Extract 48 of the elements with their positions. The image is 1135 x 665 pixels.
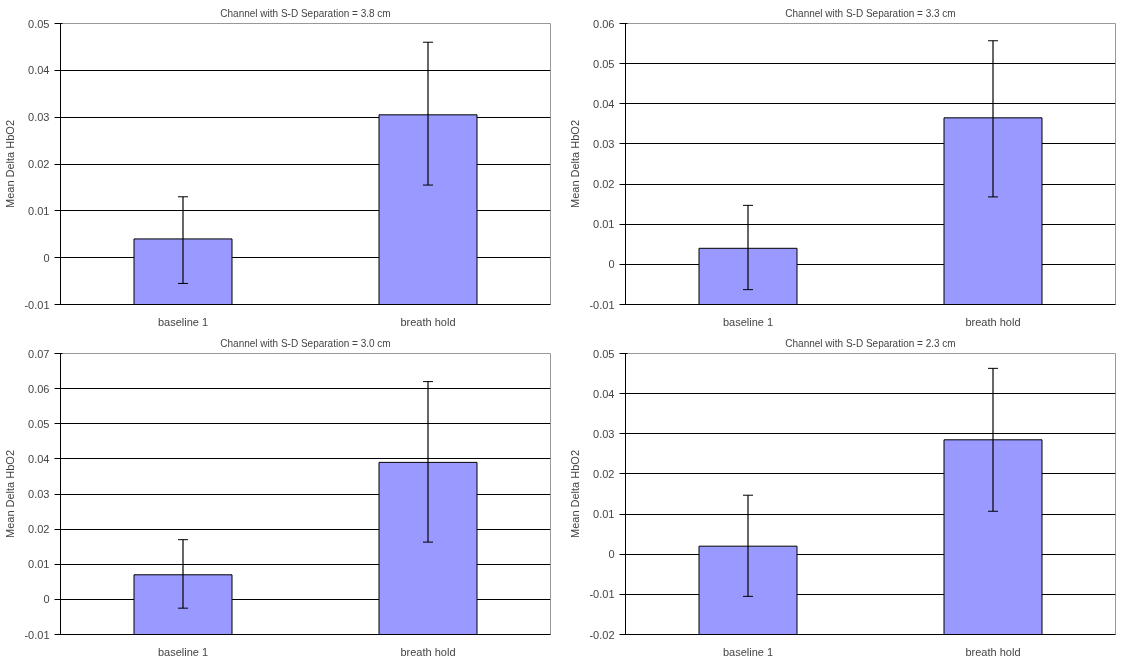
y-axis-title: Mean Delta HbO2 bbox=[569, 119, 582, 209]
chart-title: Channel with S-D Separation = 3.3 cm bbox=[785, 7, 956, 19]
chart-title: Channel with S-D Separation = 3.8 cm bbox=[220, 7, 391, 19]
y-tick-label: -0.01 bbox=[24, 628, 50, 641]
y-tick-label: 0 bbox=[608, 548, 615, 561]
y-tick-label: 0.01 bbox=[28, 204, 50, 217]
y-tick-label: 0.01 bbox=[593, 218, 615, 231]
y-tick-label: 0.03 bbox=[593, 137, 615, 150]
y-tick-label: 0.03 bbox=[28, 111, 50, 124]
y-tick-label: -0.01 bbox=[24, 298, 50, 311]
x-tick-label: baseline 1 bbox=[157, 315, 209, 328]
x-tick-label: breath hold bbox=[400, 645, 456, 658]
y-tick-label: 0 bbox=[43, 593, 50, 606]
x-tick-label: baseline 1 bbox=[157, 645, 209, 658]
y-tick-label: 0.06 bbox=[28, 382, 50, 395]
y-tick-label: 0.06 bbox=[593, 17, 615, 30]
chart-title: Channel with S-D Separation = 2.3 cm bbox=[785, 337, 956, 349]
y-tick-label: 0.04 bbox=[593, 387, 615, 400]
y-tick-label: 0.01 bbox=[28, 558, 50, 571]
x-tick-label: breath hold bbox=[965, 645, 1021, 658]
y-tick-label: -0.02 bbox=[589, 628, 615, 641]
y-axis-title: Mean Delta HbO2 bbox=[569, 449, 582, 539]
y-tick-label: 0.05 bbox=[593, 347, 615, 360]
y-tick-label: 0.02 bbox=[593, 178, 615, 191]
x-tick-label: baseline 1 bbox=[722, 315, 774, 328]
y-tick-label: 0.02 bbox=[593, 467, 615, 480]
y-tick-label: 0.02 bbox=[28, 523, 50, 536]
y-tick-label: 0.02 bbox=[28, 158, 50, 170]
y-tick-label: 0.05 bbox=[28, 17, 50, 30]
y-tick-label: 0.04 bbox=[593, 97, 615, 110]
y-tick-label: -0.01 bbox=[589, 588, 615, 601]
y-tick-label: 0.05 bbox=[593, 57, 615, 70]
y-tick-label: 0.03 bbox=[593, 427, 615, 440]
y-tick-label: 0.07 bbox=[28, 347, 50, 360]
x-tick-label: breath hold bbox=[965, 315, 1021, 328]
y-tick-label: 0.03 bbox=[28, 488, 50, 500]
x-tick-label: baseline 1 bbox=[722, 645, 774, 658]
y-tick-label: 0 bbox=[43, 251, 50, 264]
y-tick-label: 0.04 bbox=[28, 452, 50, 465]
y-tick-label: 0 bbox=[608, 258, 615, 271]
y-axis-title: Mean Delta HbO2 bbox=[4, 119, 17, 209]
y-tick-label: 0.05 bbox=[28, 417, 50, 430]
y-tick-label: 0.04 bbox=[28, 64, 50, 77]
y-tick-label: -0.01 bbox=[589, 298, 615, 311]
chart-title: Channel with S-D Separation = 3.0 cm bbox=[220, 337, 391, 349]
x-tick-label: breath hold bbox=[400, 315, 456, 328]
y-axis-title: Mean Delta HbO2 bbox=[4, 449, 17, 539]
y-tick-label: 0.01 bbox=[593, 508, 615, 521]
